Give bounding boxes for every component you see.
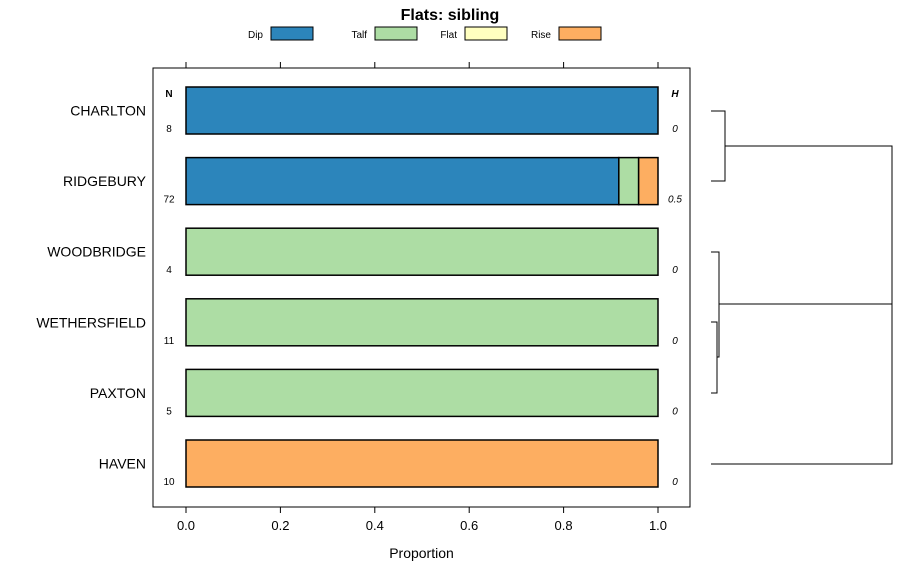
h-value: 0: [672, 406, 678, 417]
bar-woodbridge-talf: [185, 227, 659, 276]
category-label: CHARLTON: [70, 103, 146, 119]
dendro-link-talf-haven: [711, 303, 893, 465]
dendrogram: [711, 110, 893, 465]
bar-paxton-talf: [185, 368, 659, 418]
plot-panel: [152, 67, 691, 508]
legend: Dip Talf Flat Rise: [248, 26, 602, 41]
x-tick-label: 0.0: [177, 518, 195, 533]
x-axis: 0.0 0.2 0.4 0.6 0.8 1.0: [177, 507, 667, 533]
category-label: PAXTON: [90, 385, 146, 401]
legend-swatch-rise: [558, 26, 602, 41]
dendro-link-charlton-ridgebury: [711, 110, 726, 182]
x-tick-label: 0.8: [555, 518, 573, 533]
category-labels: CHARLTON RIDGEBURY WOODBRIDGE WETHERSFIELD P…: [36, 103, 146, 472]
n-header: N: [165, 89, 172, 100]
bar-ridgebury-talf: [618, 156, 640, 206]
bars: [185, 86, 659, 488]
category-label: WETHERSFIELD: [36, 314, 146, 330]
n-column: 8 72 4 11 5 10 N: [163, 89, 175, 488]
x-tick-label: 0.4: [366, 518, 384, 533]
h-value: 0: [672, 336, 678, 347]
legend-label-dip: Dip: [248, 30, 263, 41]
n-value: 4: [166, 265, 172, 276]
category-label: HAVEN: [99, 456, 146, 472]
legend-label-rise: Rise: [531, 30, 551, 41]
h-column: 0 0.5 0 0 0 0 H: [668, 89, 682, 488]
dendro-link-wethersfield-paxton: [711, 321, 718, 394]
h-value: 0: [672, 124, 678, 135]
h-value: 0: [672, 477, 678, 488]
legend-swatch-dip: [270, 26, 314, 41]
top-axis-ticks: [185, 62, 659, 68]
legend-label-flat: Flat: [440, 30, 457, 41]
dendro-link-root: [725, 145, 893, 304]
n-value: 72: [163, 195, 175, 206]
n-value: 5: [166, 406, 172, 417]
n-value: 8: [166, 124, 172, 135]
category-label: RIDGEBURY: [63, 173, 147, 189]
bar-wethersfield-talf: [185, 298, 659, 347]
dendro-link-woodbridge-group: [711, 251, 720, 358]
bar-ridgebury-rise: [637, 156, 659, 206]
n-value: 11: [164, 336, 175, 347]
h-value: 0.5: [668, 195, 682, 206]
bar-haven-rise: [185, 439, 659, 488]
h-header: H: [671, 89, 679, 100]
x-tick-label: 0.2: [271, 518, 289, 533]
h-value: 0: [672, 265, 678, 276]
legend-label-talf: Talf: [351, 30, 367, 41]
n-value: 10: [163, 477, 175, 488]
legend-swatch-flat: [464, 26, 508, 41]
x-tick-label: 0.6: [460, 518, 478, 533]
category-label: WOODBRIDGE: [47, 244, 146, 260]
legend-swatch-talf: [374, 26, 418, 41]
x-axis-label: Proportion: [389, 545, 454, 561]
x-tick-label: 1.0: [649, 518, 667, 533]
bar-ridgebury-dip: [185, 156, 620, 206]
chart-title: Flats: sibling: [401, 7, 500, 24]
bar-charlton-dip: [185, 86, 659, 135]
